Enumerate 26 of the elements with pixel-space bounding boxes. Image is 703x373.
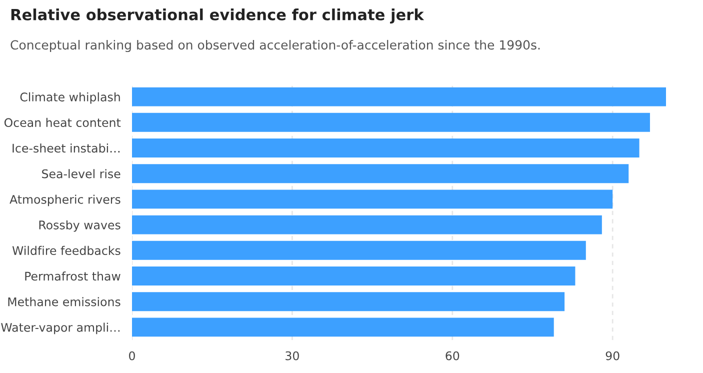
bar xyxy=(132,164,629,184)
y-tick-label: Water-vapor ampli… xyxy=(1,322,120,334)
bar xyxy=(132,240,586,260)
bar xyxy=(132,318,554,337)
bar xyxy=(132,112,650,132)
y-tick-label: Wildfire feedbacks xyxy=(12,246,120,256)
bar xyxy=(132,138,640,158)
chart-title: Relative observational evidence for climate jerk xyxy=(11,8,424,24)
bar xyxy=(132,266,576,286)
y-tick-label: Ice-sheet instabi… xyxy=(12,144,120,153)
y-tick-label: Ocean heat content xyxy=(4,118,121,128)
bar xyxy=(132,292,565,312)
y-tick-label: Atmospheric rivers xyxy=(10,194,120,206)
y-tick-label: Methane emissions xyxy=(8,297,120,306)
y-tick-label: Sea-level rise xyxy=(42,169,120,178)
bar xyxy=(132,190,613,209)
y-tick-label: Climate whiplash xyxy=(20,92,120,104)
x-tick-label: 30 xyxy=(286,351,299,360)
y-tick-label: Rossby waves xyxy=(39,220,120,232)
x-tick-label: 60 xyxy=(446,351,460,360)
x-tick-label: 90 xyxy=(606,351,620,360)
bar xyxy=(132,215,602,234)
bar xyxy=(132,87,666,106)
y-tick-label: Permafrost thaw xyxy=(25,272,120,281)
x-tick-label: 0 xyxy=(129,351,135,360)
chart-subtitle: Conceptual ranking based on observed acceleration-of-acceleration since the 1990s. xyxy=(10,40,540,52)
